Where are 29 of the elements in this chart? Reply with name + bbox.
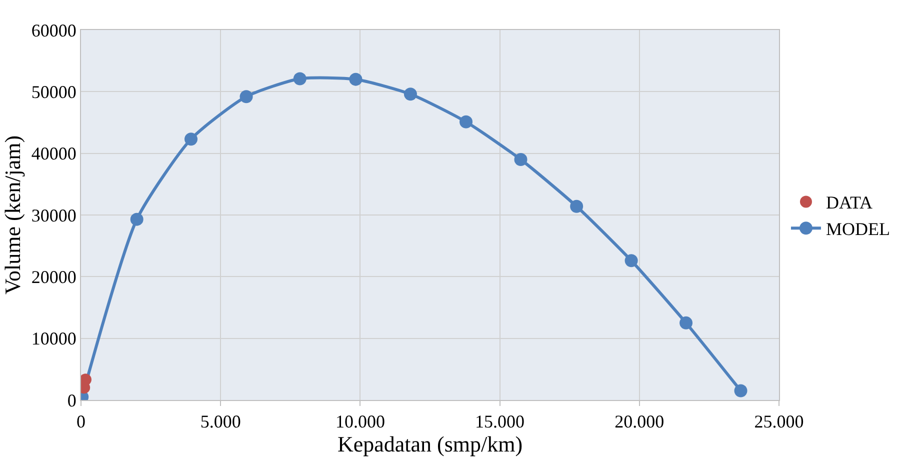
point — [460, 115, 473, 128]
x-axis-title: Kepadatan (smp/km) — [337, 432, 523, 457]
y-tick-label: 60000 — [31, 20, 76, 40]
y-tick-label: 40000 — [31, 144, 76, 164]
point — [404, 88, 417, 101]
point — [349, 72, 362, 86]
point — [680, 316, 693, 330]
point — [624, 254, 638, 268]
y-tick-label: 30000 — [31, 205, 76, 226]
point — [570, 200, 584, 213]
point — [514, 153, 528, 166]
x-tick-label: 25.000 — [754, 412, 804, 432]
y-tick-label: 50000 — [31, 82, 76, 102]
legend-label: MODEL — [826, 219, 890, 240]
point — [130, 212, 144, 226]
x-tick-label: 5.000 — [200, 412, 241, 432]
point — [240, 90, 253, 104]
y-axis-title: Volume (ken/jam) — [0, 135, 26, 295]
point — [734, 384, 748, 398]
x-tick-label: 15.000 — [475, 412, 525, 432]
legend-label: DATA — [826, 192, 873, 213]
x-tick-label: 10.000 — [335, 412, 385, 432]
y-tick-label: 0 — [67, 390, 76, 410]
point — [184, 132, 198, 146]
y-tick-label: 20000 — [31, 266, 76, 287]
x-tick-label: 20.000 — [614, 412, 664, 432]
point — [293, 72, 306, 86]
y-tick-label: 10000 — [31, 328, 76, 349]
point — [81, 374, 92, 386]
